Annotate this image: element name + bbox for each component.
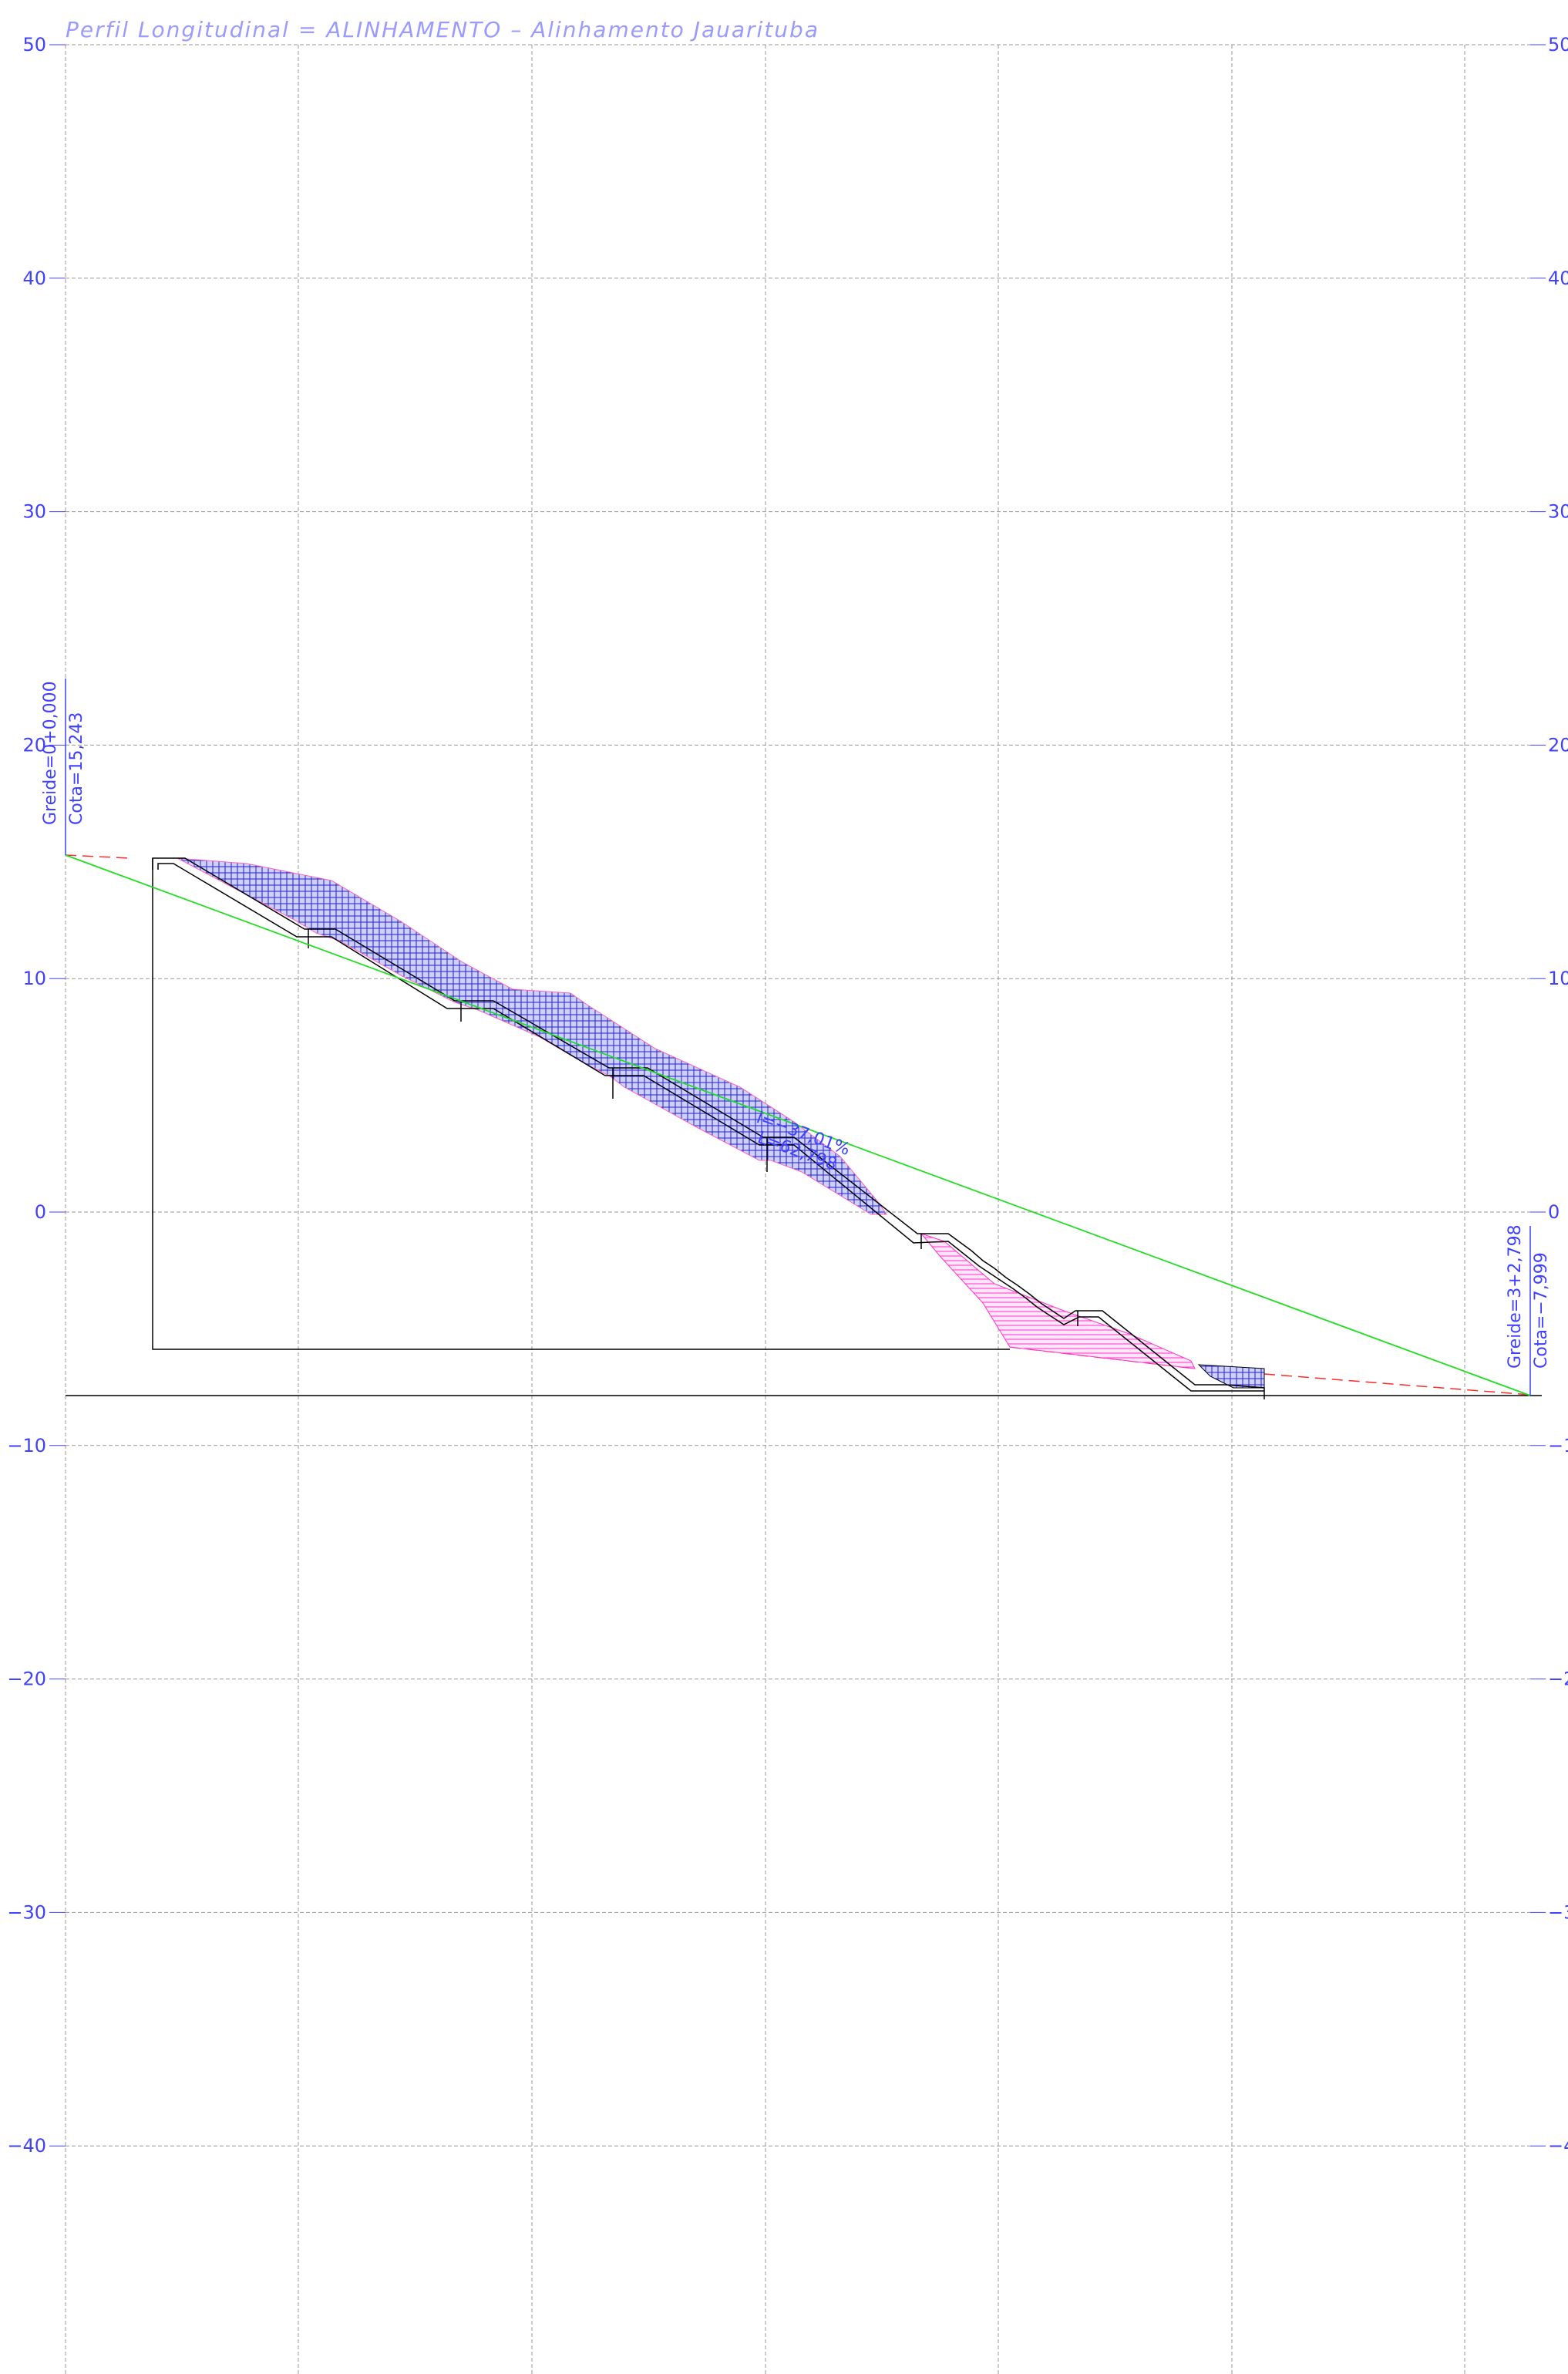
cut-area	[920, 1232, 1196, 1369]
y-tick-label-right: 10	[1548, 968, 1568, 989]
grade-line	[65, 854, 1531, 1396]
right-axis-labels: 50 40 30 20 10 0 −1 −2 −3 −4	[1530, 34, 1568, 2157]
y-tick-label-right: −2	[1548, 1669, 1568, 1690]
y-tick-label-right: 0	[1548, 1201, 1560, 1223]
end-cota-label: Cota=−7,999	[1532, 1252, 1551, 1369]
y-tick-label-right: 40	[1548, 268, 1568, 289]
y-tick-label-right: −1	[1548, 1435, 1568, 1456]
y-tick-label-right: 30	[1548, 501, 1568, 523]
y-tick-label: 20	[22, 734, 46, 756]
end-station-label: Greide=3+2,798 Cota=−7,999	[1506, 1224, 1551, 1396]
y-tick-label-right: −3	[1548, 1901, 1568, 1923]
y-tick-label: 30	[22, 501, 46, 523]
grid	[65, 44, 1530, 2374]
y-tick-label: 0	[35, 1201, 46, 1223]
y-tick-label: −40	[7, 2135, 46, 2157]
end-greide-label: Greide=3+2,798	[1506, 1224, 1525, 1369]
y-tick-label: 50	[22, 34, 46, 56]
start-station-label: Greide=0+0,000 Cota=15,243	[41, 679, 86, 855]
start-greide-label: Greide=0+0,000	[41, 681, 60, 825]
y-tick-label: −30	[7, 1901, 46, 1923]
y-tick-label-right: −4	[1548, 2135, 1568, 2157]
y-tick-label: 40	[22, 268, 46, 289]
y-tick-label-right: 50	[1548, 34, 1568, 56]
start-cota-label: Cota=15,243	[67, 712, 86, 825]
left-axis-labels: 50 40 30 20 10 0 −10 −20 −30 −40	[7, 34, 66, 2157]
y-tick-label-right: 20	[1548, 734, 1568, 756]
fill-area	[177, 857, 887, 1215]
drawing-title: Perfil Longitudinal = ALINHAMENTO – Alin…	[66, 17, 819, 42]
section-outline	[66, 857, 1542, 1399]
y-tick-label: −10	[7, 1435, 46, 1456]
y-tick-label: −20	[7, 1669, 46, 1690]
y-tick-label: 10	[22, 968, 46, 989]
fill-area-end	[1197, 1364, 1265, 1389]
